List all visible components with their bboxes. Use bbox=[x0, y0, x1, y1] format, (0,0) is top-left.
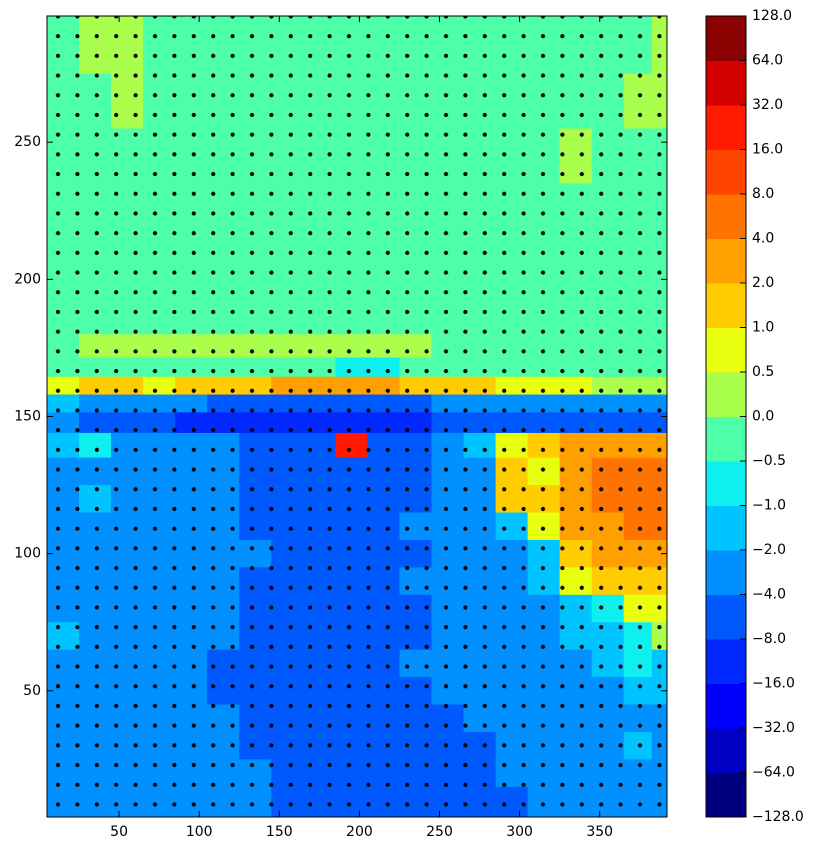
colorbar-tick-label: −64.0 bbox=[752, 765, 795, 781]
colorbar-tick-label: 0.5 bbox=[752, 364, 774, 380]
x-tick-label: 150 bbox=[266, 824, 293, 840]
colorbar-band bbox=[706, 60, 746, 106]
colorbar-band bbox=[706, 238, 746, 284]
y-tick-label: 100 bbox=[14, 546, 41, 562]
colorbar-tick-label: 4.0 bbox=[752, 231, 774, 247]
y-tick-label: 250 bbox=[14, 134, 41, 150]
x-tick-label: 100 bbox=[186, 824, 213, 840]
colorbar-tick-label: 0.0 bbox=[752, 409, 774, 425]
colorbar-band bbox=[706, 505, 746, 551]
colorbar-band bbox=[706, 327, 746, 373]
axes: 50 100 150 200 250 300 350 50 100 150 200 250 bbox=[14, 16, 667, 840]
colorbar-band bbox=[706, 372, 746, 417]
y-tick-label: 200 bbox=[14, 271, 41, 287]
colorbar-band bbox=[706, 461, 746, 506]
x-tick-label: 200 bbox=[346, 824, 373, 840]
colorbar-band bbox=[706, 728, 746, 773]
colorbar-band bbox=[706, 194, 746, 239]
colorbar-band bbox=[706, 16, 746, 61]
colorbar: −128.0 −64.0 −32.0 −16.0 −8.0 −4.0 −2.0 −1.0 −0.… bbox=[705, 8, 804, 825]
y-tick-label: 50 bbox=[23, 683, 41, 699]
y-tick-label: 150 bbox=[14, 409, 41, 425]
colorbar-tick-label: −32.0 bbox=[752, 720, 795, 736]
x-tick-label: 250 bbox=[426, 824, 453, 840]
colorbar-band bbox=[706, 416, 746, 462]
colorbar-band bbox=[706, 149, 746, 195]
colorbar-tick-label: −0.5 bbox=[752, 453, 786, 469]
colorbar-band bbox=[706, 283, 746, 328]
colorbar-tick-label: 32.0 bbox=[752, 97, 783, 113]
colorbar-frame bbox=[705, 15, 747, 818]
colorbar-band bbox=[706, 772, 746, 818]
colorbar-tick-label: −4.0 bbox=[752, 587, 786, 603]
colorbar-band bbox=[706, 550, 746, 595]
colorbar-tick-label: −16.0 bbox=[752, 676, 795, 692]
colorbar-band bbox=[706, 683, 746, 729]
sample-points bbox=[47, 16, 667, 817]
x-tick-label: 300 bbox=[506, 824, 533, 840]
colorbar-tick-label: −2.0 bbox=[752, 542, 786, 558]
colorbar-band bbox=[706, 594, 746, 640]
colorbar-tick-label: 2.0 bbox=[752, 275, 774, 291]
plot-frame bbox=[46, 15, 668, 818]
colorbar-tick-label: −128.0 bbox=[752, 809, 804, 825]
colorbar-band bbox=[706, 639, 746, 684]
colorbar-tick-label: 8.0 bbox=[752, 186, 774, 202]
colorbar-tick-label: 128.0 bbox=[752, 8, 792, 24]
colorbar-tick-label: −1.0 bbox=[752, 498, 786, 514]
colorbar-tick-label: 1.0 bbox=[752, 320, 774, 336]
colorbar-tick-label: −8.0 bbox=[752, 631, 786, 647]
colorbar-tick-label: 64.0 bbox=[752, 53, 783, 69]
colorbar-band bbox=[706, 105, 746, 150]
x-tick-label: 50 bbox=[110, 824, 128, 840]
x-tick-label: 350 bbox=[586, 824, 613, 840]
colorbar-tick-label: 16.0 bbox=[752, 142, 783, 158]
